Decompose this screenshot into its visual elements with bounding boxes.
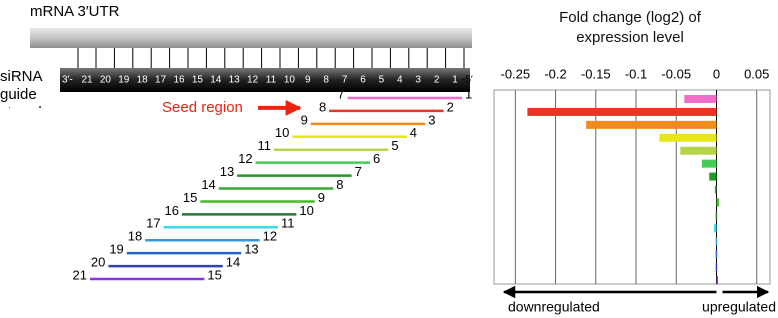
- up-label: upregulated: [702, 299, 776, 315]
- fragment-start: 19: [109, 242, 123, 257]
- bar: [716, 198, 719, 207]
- mrna-label: mRNA 3′UTR: [30, 3, 120, 20]
- bar: [716, 276, 718, 285]
- sirna-label: siRNA guide strand: [0, 68, 42, 108]
- x-tick-label: -0.15: [581, 66, 611, 81]
- fragment-start: 20: [91, 255, 105, 270]
- bar: [715, 237, 718, 246]
- bar: [684, 95, 717, 103]
- fragment-start: 21: [73, 267, 87, 282]
- bar: [702, 159, 717, 168]
- position-label: 18: [137, 75, 149, 86]
- x-tick-label: -0.25: [501, 66, 531, 81]
- bar: [586, 120, 717, 129]
- position-label: 3: [415, 75, 421, 86]
- position-label: 12: [247, 75, 259, 86]
- bar: [715, 263, 718, 272]
- x-tick-label: 0.05: [744, 66, 769, 81]
- fragment-end: 4: [410, 125, 417, 140]
- position-label: 13: [229, 75, 241, 86]
- bar: [714, 185, 717, 194]
- x-tick-label: -0.1: [625, 66, 647, 81]
- fragment-end: 1: [465, 86, 472, 101]
- fragment-end: 3: [428, 112, 435, 127]
- bar: [715, 250, 718, 259]
- fragment-end: 2: [447, 99, 454, 114]
- down-label: downregulated: [508, 299, 600, 315]
- position-label: 8: [323, 75, 329, 86]
- fragment-end: 15: [207, 267, 221, 282]
- position-label: 9: [305, 75, 311, 86]
- fragment-start: 11: [258, 138, 272, 153]
- fragment-end: 7: [355, 164, 362, 179]
- x-tick-label: -0.2: [544, 66, 566, 81]
- fragment-start: 8: [319, 99, 326, 114]
- fragment-end: 11: [281, 216, 295, 231]
- position-label: 2: [434, 75, 440, 86]
- bar: [659, 133, 717, 142]
- fragment-start: 17: [146, 216, 160, 231]
- sirna-bar: [60, 68, 470, 92]
- position-label: 1: [452, 75, 458, 86]
- mrna-bar: [30, 28, 472, 48]
- chart-title: Fold change (log2) of expression level: [559, 9, 701, 46]
- x-tick-label: 0: [713, 66, 720, 81]
- fragment-start: 13: [220, 164, 234, 179]
- position-label: 19: [118, 75, 130, 86]
- fragment-end: 14: [226, 255, 240, 270]
- position-label: 20: [100, 75, 112, 86]
- fragment-start: 7: [337, 86, 344, 101]
- position-label: 7: [342, 75, 348, 86]
- fragment-end: 5: [391, 138, 398, 153]
- plot-frame: [493, 89, 771, 285]
- seed-label: Seed region: [162, 99, 243, 116]
- bar: [715, 211, 718, 220]
- bar: [709, 172, 717, 181]
- position-label: 6: [360, 75, 366, 86]
- position-label: 15: [192, 75, 204, 86]
- position-label: 10: [284, 75, 296, 86]
- strand-end: 3′-: [62, 75, 73, 86]
- x-tick-label: -0.05: [661, 66, 691, 81]
- fragment-start: 10: [275, 125, 289, 140]
- bar: [680, 146, 717, 155]
- position-label: 21: [81, 75, 93, 86]
- fragment-end: 13: [244, 242, 258, 257]
- position-label: 5: [379, 75, 385, 86]
- fragment-end: 6: [373, 151, 380, 166]
- fragment-start: 12: [238, 151, 252, 166]
- fragment-start: 14: [201, 177, 215, 192]
- fragment-start: 18: [128, 229, 142, 244]
- position-label: 17: [155, 75, 167, 86]
- sirna-label-box: siRNA guide strand: [0, 68, 42, 108]
- fragment-end: 12: [263, 229, 277, 244]
- fragment-end: 8: [336, 177, 343, 192]
- bar: [714, 224, 717, 233]
- fragment-end: 9: [318, 190, 325, 205]
- position-label: 11: [266, 75, 277, 86]
- fragment-start: 16: [165, 203, 179, 218]
- fragment-end: 10: [299, 203, 313, 218]
- position-label: 16: [173, 75, 185, 86]
- position-label: 4: [397, 75, 403, 86]
- fragment-start: 9: [301, 112, 308, 127]
- bar: [527, 107, 717, 116]
- position-label: 14: [210, 75, 222, 86]
- strand-end: -5′: [462, 75, 473, 86]
- fragment-start: 15: [183, 190, 197, 205]
